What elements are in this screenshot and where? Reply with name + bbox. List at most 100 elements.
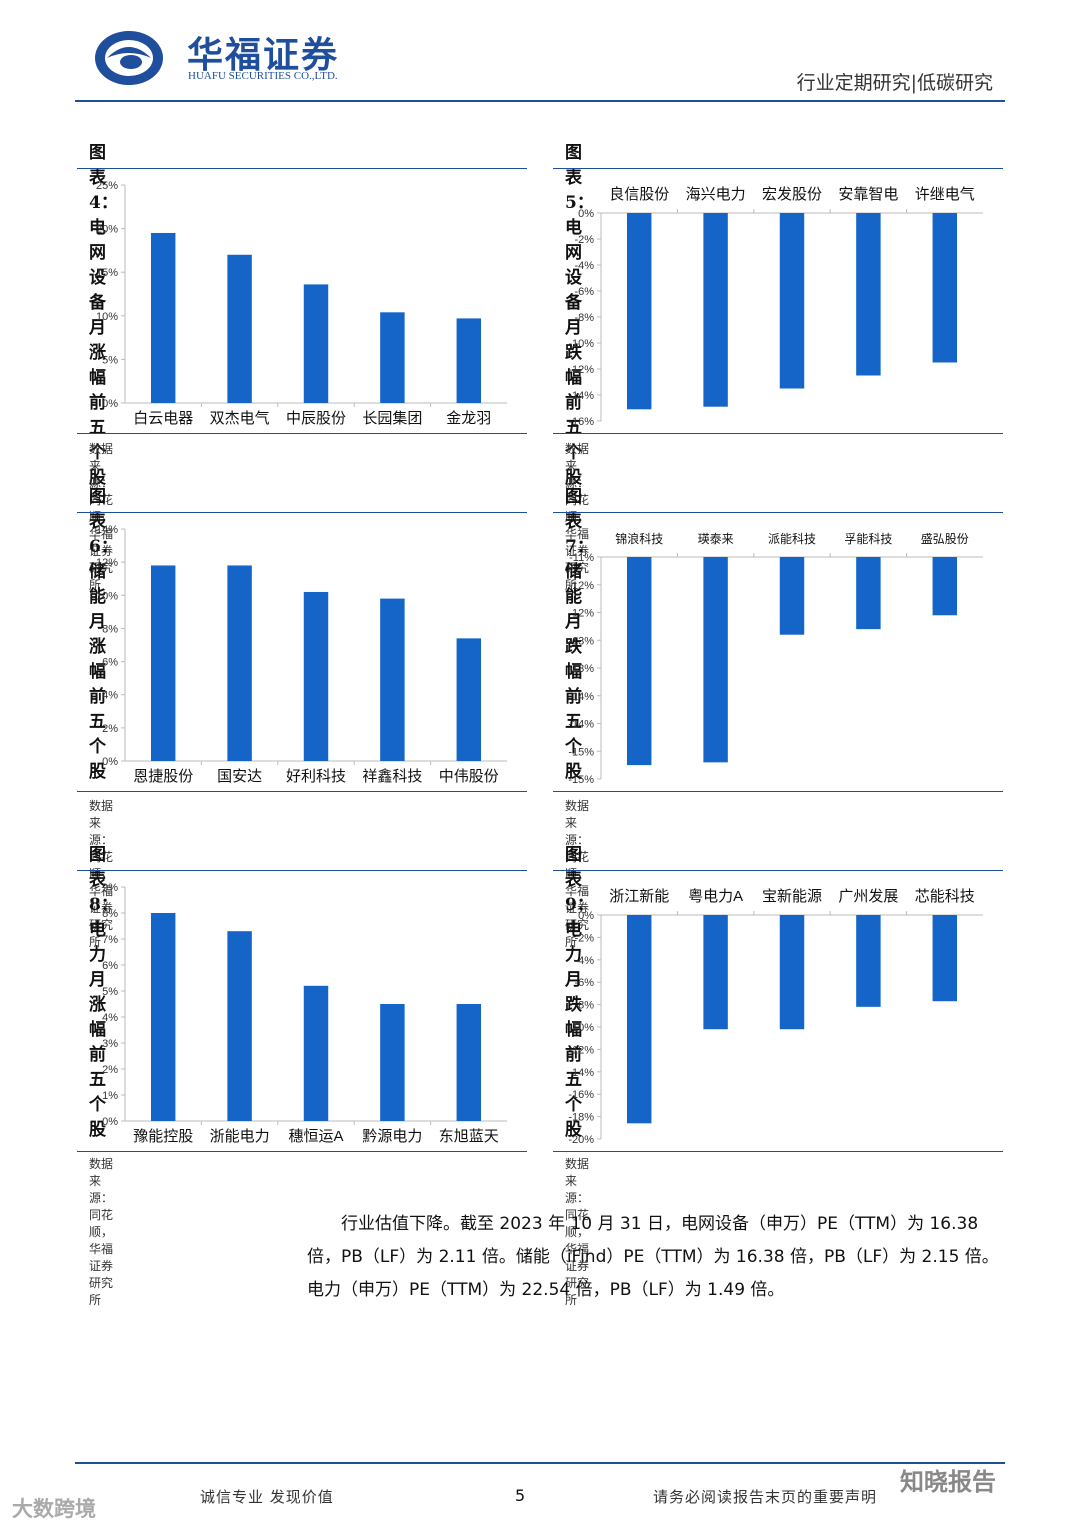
category-label: 好利科技 <box>286 768 346 785</box>
y-tick-label: 6% <box>102 960 118 972</box>
y-tick-label: 15% <box>96 267 118 279</box>
y-tick-label: -13% <box>568 635 594 647</box>
y-tick-label: -16% <box>568 1089 594 1101</box>
y-tick-label: 7% <box>102 934 118 946</box>
category-label: 东旭蓝天 <box>439 1128 499 1145</box>
y-tick-label: 25% <box>96 180 118 192</box>
y-tick-label: -18% <box>568 1112 594 1124</box>
bar <box>932 213 958 363</box>
y-tick-label: -20% <box>568 1134 594 1146</box>
bar <box>456 638 482 761</box>
chart-5: 0% -2% -4% -6% -8% -10% -12% -14% -16% 良信股份 海兴电力 宏发… <box>568 185 983 428</box>
bar <box>703 213 728 407</box>
category-label: 金龙羽 <box>446 410 491 427</box>
y-tick-label: -8% <box>574 312 594 324</box>
bar <box>779 557 805 635</box>
body-text: 行业估值下降。截至 2023 年 10 月 31 日，电网设备（申万）PE（TT… <box>307 1214 999 1300</box>
chart-title: 图表 9：电力月跌幅前五个股 <box>565 845 594 1140</box>
bar <box>932 915 958 1002</box>
y-tick-label: -12% <box>568 1044 594 1056</box>
y-tick-label: -10% <box>568 1022 594 1034</box>
bar <box>856 557 881 630</box>
y-tick-label: 14% <box>96 524 118 536</box>
bar <box>856 213 881 376</box>
chart-4: 0% 5% 10% 15% 20% 25% 白云电器 双杰电气 中辰股份 长园集团 金龙羽 <box>96 180 507 427</box>
y-tick-label: 1% <box>102 1090 118 1102</box>
bar <box>303 985 329 1121</box>
y-tick-label: 8% <box>102 623 118 635</box>
chart-source: 数据来源：同花顺，华福证券研究所 <box>89 799 114 949</box>
category-label: 白云电器 <box>133 410 193 427</box>
bar <box>227 254 252 403</box>
y-tick-label: -16% <box>568 416 594 428</box>
bar <box>703 557 728 763</box>
y-tick-label: -14% <box>568 390 594 402</box>
bar <box>227 931 252 1121</box>
y-tick-label: -14% <box>568 719 594 731</box>
y-tick-label: 3% <box>102 1038 118 1050</box>
category-label: 浙能电力 <box>210 1128 270 1145</box>
bar <box>456 318 482 403</box>
chart-title: 图表 8：电力月涨幅前五个股 <box>89 845 118 1140</box>
bar <box>626 213 652 410</box>
y-tick-label: 20% <box>96 224 118 236</box>
category-label: 锦浪科技 <box>615 531 663 546</box>
y-tick-label: -12% <box>568 364 594 376</box>
y-tick-label: 0% <box>578 208 594 220</box>
y-tick-label: 2% <box>102 723 118 735</box>
category-label: 长园集团 <box>362 410 422 427</box>
y-tick-label: 4% <box>102 1012 118 1024</box>
category-label: 穗恒运A <box>288 1128 343 1145</box>
y-tick-label: -14% <box>568 1067 594 1079</box>
category-label: 宏发股份 <box>762 186 822 203</box>
y-tick-label: 0% <box>102 1116 118 1128</box>
chart-6: 0% 2% 4% 6% 8% 10% 12% 14% 恩捷股份 国安达 好利科技 祥鑫科技 中伟股份 <box>96 524 507 785</box>
y-tick-label: -12% <box>568 608 594 620</box>
bar <box>150 232 176 403</box>
category-label: 国安达 <box>217 768 262 785</box>
bar <box>303 591 329 761</box>
bar <box>626 557 652 766</box>
y-tick-label: -11% <box>569 552 594 564</box>
report-category: 行业定期研究|低碳研究 <box>796 72 993 94</box>
chart-source: 数据来源：同花顺，华福证券研究所 <box>565 1157 590 1307</box>
y-tick-label: 5% <box>102 354 118 366</box>
category-label: 浙江新能 <box>609 888 669 905</box>
chart-8: 0% 1% 2% 3% 4% 5% 6% 7% 8% 9% 豫能控股 浙能电力 穗恒运A 黔源电力 东旭蓝天 <box>102 882 507 1145</box>
bar <box>779 213 805 389</box>
page-footer: 诚信专业 发现价值 5 请务必阅读报告末页的重要声明 <box>75 1462 1005 1506</box>
category-label: 瑛泰来 <box>698 532 734 546</box>
category-label: 安靠智电 <box>838 185 898 203</box>
bar <box>856 915 881 1007</box>
y-tick-label: -8% <box>574 1000 594 1012</box>
y-tick-label: -14% <box>568 691 594 703</box>
chart-source: 数据来源：同花顺，华福证券研究所 <box>89 442 114 592</box>
bar <box>626 915 652 1124</box>
y-tick-label: -2% <box>574 234 594 246</box>
category-label: 派能科技 <box>768 532 816 546</box>
category-label: 芯能科技 <box>915 888 975 905</box>
bar <box>380 598 405 761</box>
bar <box>456 1004 482 1121</box>
chart-title: 图表 7：储能月跌幅前五个股 <box>565 487 594 782</box>
y-tick-label: 0% <box>102 398 118 410</box>
page-number: 5 <box>515 1486 526 1505</box>
category-label: 双杰电气 <box>210 410 270 427</box>
y-tick-label: -6% <box>574 977 594 989</box>
y-tick-label: -15% <box>568 774 594 786</box>
footer-disclaimer: 请务必阅读报告末页的重要声明 <box>653 1488 878 1506</box>
bar <box>703 915 728 1030</box>
category-label: 中辰股份 <box>286 410 346 427</box>
y-tick-label: 4% <box>102 690 118 702</box>
y-tick-label: -13% <box>568 663 594 675</box>
category-label: 良信股份 <box>609 186 669 203</box>
page-header: 华福证券 HUAFU SECURITIES CO.,LTD. 行业定期研究|低碳… <box>75 20 1005 102</box>
brand-name: 华福证券 <box>187 35 340 76</box>
category-label: 盛弘股份 <box>921 531 969 546</box>
y-tick-label: 0% <box>102 756 118 768</box>
huafu-logo-icon <box>95 31 163 85</box>
y-tick-label: -10% <box>568 338 594 350</box>
y-tick-label: 2% <box>102 1064 118 1076</box>
category-label: 广州发展 <box>838 888 898 905</box>
brand-english: HUAFU SECURITIES CO.,LTD. <box>188 70 338 82</box>
